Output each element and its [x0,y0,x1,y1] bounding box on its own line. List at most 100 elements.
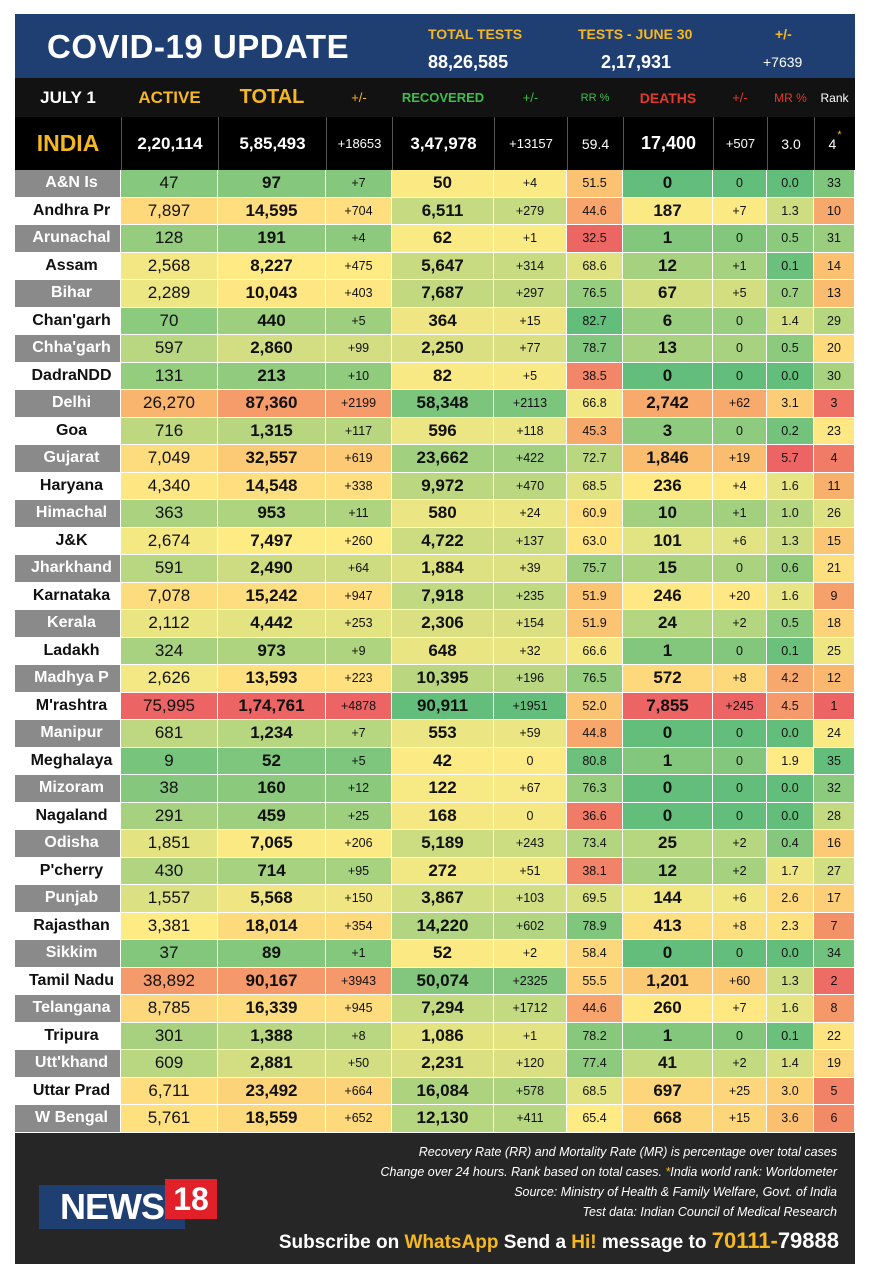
state-mr-cell: 0.1 [767,252,814,280]
footnote-star: * [665,1165,671,1179]
state-rank-cell: 28 [814,802,855,830]
state-total-cell: 1,74,761 [218,692,326,720]
state-name-cell: Rajasthan [15,912,121,940]
state-dc-cell: +6 [713,527,767,555]
table-row: M'rashtra 75,995 1,74,761 +4878 90,911 +1951 5… [15,692,855,720]
news18-logo: NEWS 18 [39,1179,219,1231]
state-rr-cell: 44.6 [567,995,623,1023]
state-tc-cell: +619 [326,445,392,473]
deaths-header: DEATHS [639,89,697,106]
state-name-cell: Tamil Nadu [15,967,121,995]
state-total-cell: 15,242 [218,582,326,610]
state-tc-cell: +223 [326,665,392,693]
state-rr-cell: 68.5 [567,1077,623,1105]
state-rank-cell: 7 [814,912,855,940]
state-total-cell: 191 [218,225,326,253]
state-active-cell: 2,112 [121,610,218,638]
state-rank-cell: 3 [814,390,855,418]
state-mr-cell: 0.4 [767,830,814,858]
state-dc-cell: +245 [713,692,767,720]
state-rr-cell: 78.7 [567,335,623,363]
state-name-cell: Sikkim [15,940,121,968]
state-rec-cell: 10,395 [392,665,494,693]
state-active-cell: 2,289 [121,280,218,308]
state-mr-cell: 0.5 [767,610,814,638]
date-header: JULY 1 [40,87,96,107]
state-rec-cell: 7,687 [392,280,494,308]
state-rec-cell: 272 [392,857,494,885]
state-rc-cell: +39 [494,555,567,583]
state-active-cell: 324 [121,637,218,665]
india-deaths-change: +507 [713,117,767,170]
state-name-cell: Kerala [15,610,121,638]
state-deaths-cell: 13 [623,335,713,363]
state-active-cell: 75,995 [121,692,218,720]
state-rank-cell: 17 [814,885,855,913]
mr-header: MR % [774,90,807,105]
state-active-cell: 8,785 [121,995,218,1023]
state-name: Punjab [44,889,99,907]
state-rr-cell: 78.9 [567,912,623,940]
india-recovered: 3,47,978 [392,117,494,170]
state-name: Bihar [51,284,92,302]
state-tc-cell: +2199 [326,390,392,418]
state-deaths-cell: 0 [623,775,713,803]
state-mr-cell: 0.5 [767,335,814,363]
state-active-cell: 4,340 [121,472,218,500]
state-rc-cell: +103 [494,885,567,913]
state-name-cell: DadraNDD [15,362,121,390]
india-total-row: INDIA 2,20,114 5,85,493 +18653 3,47,978 … [15,117,855,170]
state-deaths-cell: 7,855 [623,692,713,720]
state-rank-cell: 6 [814,1105,855,1133]
state-rec-cell: 2,231 [392,1050,494,1078]
state-total-cell: 1,315 [218,417,326,445]
state-rec-cell: 90,911 [392,692,494,720]
footnote-rates: Recovery Rate (RR) and Mortality Rate (M… [418,1145,837,1159]
footer: Recovery Rate (RR) and Mortality Rate (M… [15,1133,855,1264]
state-rank-cell: 26 [814,500,855,528]
state-mr-cell: 1.3 [767,967,814,995]
state-total-cell: 7,065 [218,830,326,858]
state-rr-cell: 63.0 [567,527,623,555]
table-row: Goa 716 1,315 +117 596 +118 45.3 3 0 0.2 23 [15,417,855,445]
state-rc-cell: +314 [494,252,567,280]
state-tc-cell: +5 [326,307,392,335]
state-deaths-cell: 6 [623,307,713,335]
state-name-cell: Meghalaya [15,747,121,775]
table-row: Chha'garh 597 2,860 +99 2,250 +77 78.7 13 0 0.5 20 [15,335,855,363]
active-header: ACTIVE [138,87,201,107]
state-dc-cell: +7 [713,197,767,225]
state-name: Goa [55,421,88,439]
tests-change-value: +7639 [763,54,803,70]
state-tc-cell: +95 [326,857,392,885]
state-deaths-cell: 2,742 [623,390,713,418]
state-name: Tamil Nadu [28,971,115,989]
state-mr-cell: 4.2 [767,665,814,693]
state-tc-cell: +117 [326,417,392,445]
phone-number-part2: 79888 [777,1228,839,1253]
state-rc-cell: +51 [494,857,567,885]
state-tc-cell: +99 [326,335,392,363]
state-rr-cell: 52.0 [567,692,623,720]
state-rr-cell: 45.3 [567,417,623,445]
state-dc-cell: 0 [713,335,767,363]
state-dc-cell: 0 [713,637,767,665]
state-total-cell: 13,593 [218,665,326,693]
state-mr-cell: 1.6 [767,582,814,610]
table-row: Nagaland 291 459 +25 168 0 36.6 0 0 0.0 28 [15,802,855,830]
state-rc-cell: +279 [494,197,567,225]
state-rr-cell: 38.5 [567,362,623,390]
state-mr-cell: 0.0 [767,720,814,748]
state-name: Assam [45,256,98,274]
state-name: Odisha [44,834,99,852]
state-rr-cell: 36.6 [567,802,623,830]
state-rank-cell: 11 [814,472,855,500]
state-rank-cell: 19 [814,1050,855,1078]
footnote-test-data: Test data: Indian Council of Medical Res… [582,1205,837,1219]
state-mr-cell: 3.0 [767,1077,814,1105]
india-recovered-change: +13157 [494,117,567,170]
state-tc-cell: +253 [326,610,392,638]
state-deaths-cell: 413 [623,912,713,940]
state-name: Meghalaya [30,751,113,769]
state-name-cell: Goa [15,417,121,445]
